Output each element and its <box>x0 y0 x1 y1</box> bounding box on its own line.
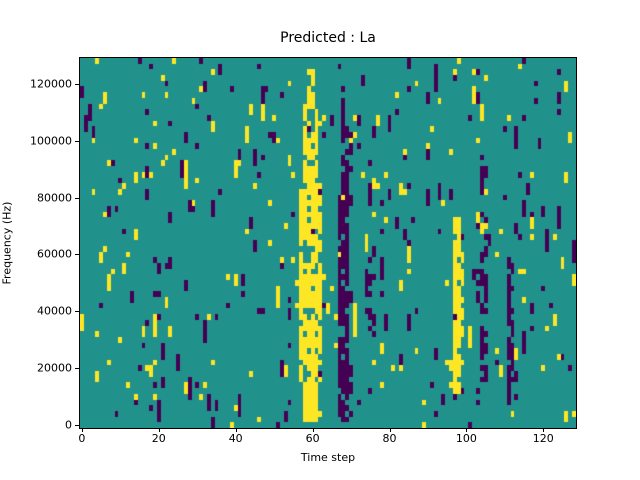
y-tick-label: 0 <box>65 418 72 432</box>
x-tick-mark <box>466 428 468 432</box>
x-tick-mark <box>158 428 160 432</box>
x-tick-label: 80 <box>382 432 397 445</box>
y-tick-mark <box>75 311 79 313</box>
x-tick-label: 0 <box>78 432 86 445</box>
y-tick-label: 100000 <box>30 134 72 147</box>
x-tick-mark <box>312 428 314 432</box>
heatmap-canvas <box>80 58 576 428</box>
y-tick-mark <box>75 254 79 256</box>
y-tick-mark <box>75 368 79 370</box>
y-tick-mark <box>75 140 79 142</box>
x-tick-label: 40 <box>228 432 243 445</box>
x-tick-label: 60 <box>305 432 320 445</box>
y-axis-label: Frequency (Hz) <box>0 201 14 285</box>
y-tick-label: 120000 <box>30 77 72 91</box>
x-tick-label: 100 <box>455 432 477 445</box>
y-tick-mark <box>75 197 79 199</box>
y-tick-label: 40000 <box>37 304 72 318</box>
x-tick-label: 20 <box>151 432 166 445</box>
chart-title: Predicted : La <box>280 30 376 46</box>
y-tick-label: 80000 <box>37 191 72 204</box>
y-tick-mark <box>75 83 79 85</box>
x-axis-label: Time step <box>300 451 356 464</box>
y-tick-label: 20000 <box>37 361 72 375</box>
x-tick-mark <box>389 428 391 432</box>
x-tick-mark <box>543 428 545 432</box>
x-tick-label: 120 <box>532 432 554 445</box>
x-tick-mark <box>235 428 237 432</box>
y-tick-label: 60000 <box>37 247 72 261</box>
x-tick-mark <box>81 428 83 432</box>
y-tick-mark <box>75 425 79 427</box>
